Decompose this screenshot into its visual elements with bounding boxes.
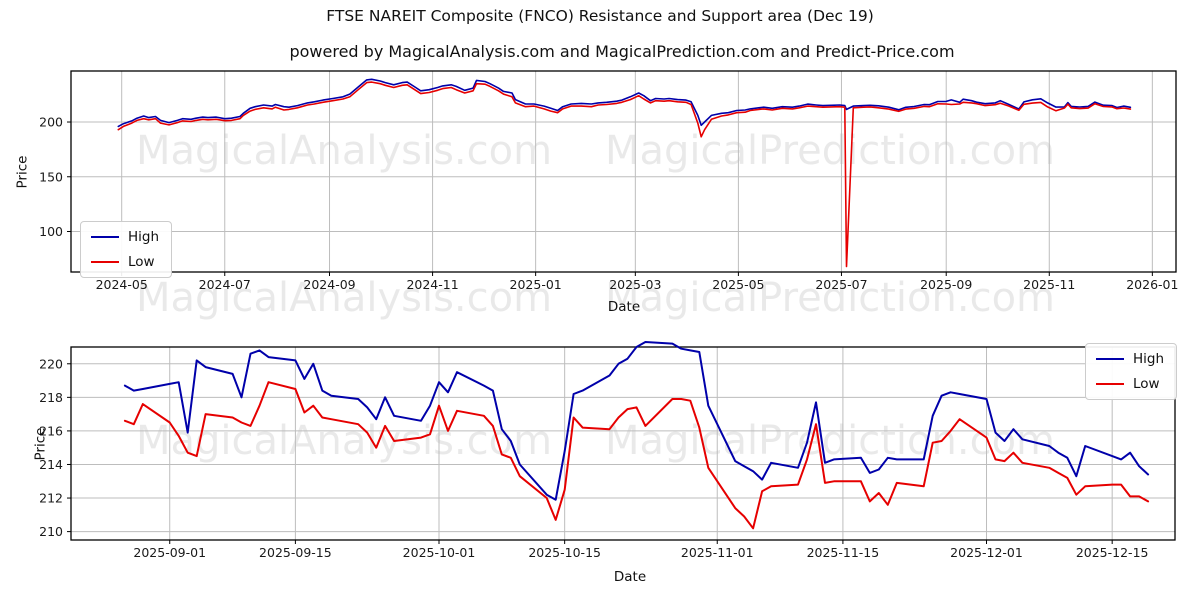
- svg-text:214: 214: [39, 457, 63, 472]
- svg-text:200: 200: [39, 115, 63, 130]
- svg-text:210: 210: [39, 524, 63, 539]
- svg-text:2025-09-15: 2025-09-15: [259, 545, 332, 560]
- bottom-price-axis-label: Price: [32, 427, 49, 461]
- top-legend: High Low: [80, 221, 173, 278]
- low-line-swatch: [1096, 383, 1124, 385]
- svg-text:2024-07: 2024-07: [199, 277, 251, 292]
- svg-text:150: 150: [39, 169, 63, 184]
- svg-text:2025-10-15: 2025-10-15: [528, 545, 601, 560]
- svg-text:2025-01: 2025-01: [510, 277, 562, 292]
- low-line-swatch: [91, 261, 119, 263]
- svg-text:2025-12-01: 2025-12-01: [950, 545, 1023, 560]
- svg-text:2025-12-15: 2025-12-15: [1076, 545, 1149, 560]
- svg-text:212: 212: [39, 491, 63, 506]
- legend-item-low: Low: [91, 254, 159, 270]
- svg-text:2025-11-15: 2025-11-15: [807, 545, 880, 560]
- svg-text:2025-09-01: 2025-09-01: [133, 545, 206, 560]
- svg-text:2025-11: 2025-11: [1023, 277, 1075, 292]
- svg-text:2025-05: 2025-05: [712, 277, 764, 292]
- svg-text:218: 218: [39, 390, 63, 405]
- svg-text:2024-11: 2024-11: [406, 277, 458, 292]
- high-line-swatch: [1096, 358, 1124, 360]
- legend-low-label: Low: [128, 254, 155, 270]
- svg-text:2025-10-01: 2025-10-01: [403, 545, 476, 560]
- top-date-axis-label: Date: [607, 299, 641, 315]
- bottom-chart-canvas: 2025-09-01 2025-09-15 2025-10-01 2025-10-15…: [39, 341, 1176, 560]
- bottom-date-axis-label: Date: [613, 569, 647, 585]
- svg-text:2025-03: 2025-03: [609, 277, 661, 292]
- legend-item-low: Low: [1096, 376, 1164, 392]
- top-price-axis-label: Price: [14, 155, 31, 189]
- top-chart-canvas: 2024-05 2024-07 2024-09 2024-11 2025-01 2025-…: [39, 70, 1178, 292]
- svg-text:2024-09: 2024-09: [303, 277, 355, 292]
- svg-text:2024-05: 2024-05: [96, 277, 148, 292]
- page-subtitle: powered by MagicalAnalysis.com and Magic…: [289, 42, 955, 61]
- high-line-swatch: [91, 236, 119, 238]
- legend-item-high: High: [1096, 351, 1164, 367]
- svg-text:2025-09: 2025-09: [920, 277, 972, 292]
- legend-high-label: High: [1133, 351, 1165, 367]
- legend-item-high: High: [91, 229, 159, 245]
- page-title: FTSE NAREIT Composite (FNCO) Resistance …: [326, 7, 874, 25]
- legend-high-label: High: [128, 229, 160, 245]
- legend-low-label: Low: [1133, 376, 1160, 392]
- svg-text:100: 100: [39, 224, 63, 239]
- svg-text:2025-07: 2025-07: [815, 277, 867, 292]
- svg-text:2025-11-01: 2025-11-01: [681, 545, 754, 560]
- svg-text:220: 220: [39, 356, 63, 371]
- svg-text:216: 216: [39, 423, 63, 438]
- svg-text:2026-01: 2026-01: [1126, 277, 1178, 292]
- bottom-legend: High Low: [1085, 343, 1178, 400]
